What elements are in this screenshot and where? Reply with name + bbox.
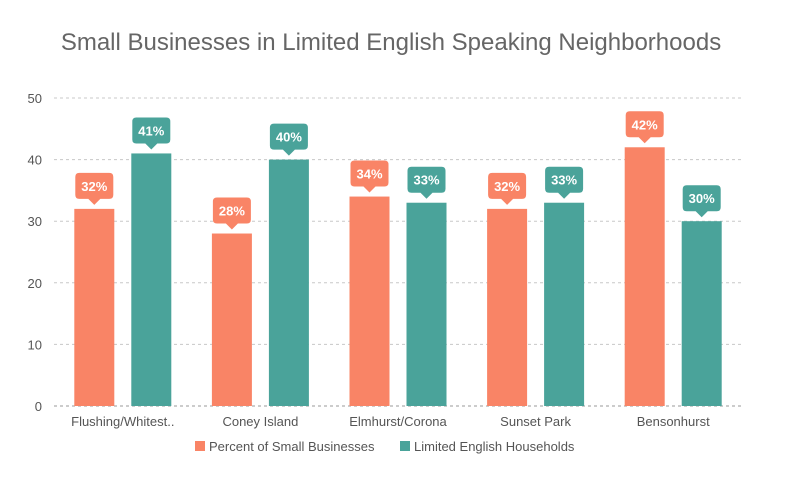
data-label-callout bbox=[75, 172, 114, 205]
y-tick-label: 40 bbox=[28, 153, 42, 168]
data-label: 33% bbox=[413, 173, 439, 188]
bar bbox=[624, 147, 665, 406]
bar bbox=[544, 202, 585, 406]
bar bbox=[74, 208, 115, 406]
data-label-callout bbox=[132, 117, 171, 150]
x-tick-label: Elmhurst/Corona bbox=[349, 414, 447, 429]
data-label-callout bbox=[350, 160, 389, 193]
x-axis: Flushing/Whitest.. Coney Island Elmhurst/C… bbox=[71, 414, 710, 429]
bar bbox=[211, 233, 252, 406]
data-label-callout bbox=[625, 111, 664, 144]
y-tick-label: 30 bbox=[28, 214, 42, 229]
x-tick-label: Coney Island bbox=[222, 414, 298, 429]
x-tick-label: Bensonhurst bbox=[637, 414, 710, 429]
y-tick-label: 10 bbox=[28, 337, 42, 352]
data-label: 32% bbox=[494, 179, 520, 194]
bar bbox=[131, 153, 172, 406]
legend: Percent of Small Businesses Limited Engl… bbox=[195, 439, 575, 454]
data-label-callout bbox=[407, 166, 446, 199]
bar bbox=[406, 202, 447, 406]
bar bbox=[349, 196, 390, 406]
bar bbox=[681, 221, 722, 406]
data-label: 41% bbox=[138, 123, 164, 138]
x-tick-label: Flushing/Whitest.. bbox=[71, 414, 174, 429]
legend-swatch-limited-english bbox=[400, 441, 410, 451]
data-label: 33% bbox=[551, 173, 577, 188]
data-label-callout bbox=[682, 185, 721, 218]
y-tick-label: 0 bbox=[35, 399, 42, 414]
data-label: 42% bbox=[632, 117, 658, 132]
chart-title: Small Businesses in Limited English Spea… bbox=[61, 29, 721, 56]
data-label: 30% bbox=[689, 191, 715, 206]
y-tick-label: 20 bbox=[28, 276, 42, 291]
x-tick-label: Sunset Park bbox=[500, 414, 571, 429]
data-label: 32% bbox=[81, 179, 107, 194]
data-label-callout bbox=[212, 197, 251, 230]
data-label-callout bbox=[269, 123, 308, 156]
y-tick-label: 50 bbox=[28, 91, 42, 106]
bars: 32% 41% 28% 40% 34% 33% 32% 33% 42% 30% bbox=[74, 111, 722, 406]
legend-label-limited-english: Limited English Households bbox=[414, 439, 575, 454]
legend-label-small-businesses: Percent of Small Businesses bbox=[209, 439, 375, 454]
data-label: 28% bbox=[219, 204, 245, 219]
bar bbox=[487, 208, 528, 406]
legend-swatch-small-businesses bbox=[195, 441, 205, 451]
data-label-callout bbox=[488, 172, 527, 205]
data-label: 40% bbox=[276, 130, 302, 145]
data-label-callout bbox=[545, 166, 584, 199]
y-axis: 0 10 20 30 40 50 bbox=[28, 91, 42, 414]
bar bbox=[268, 159, 309, 406]
data-label: 34% bbox=[356, 167, 382, 182]
